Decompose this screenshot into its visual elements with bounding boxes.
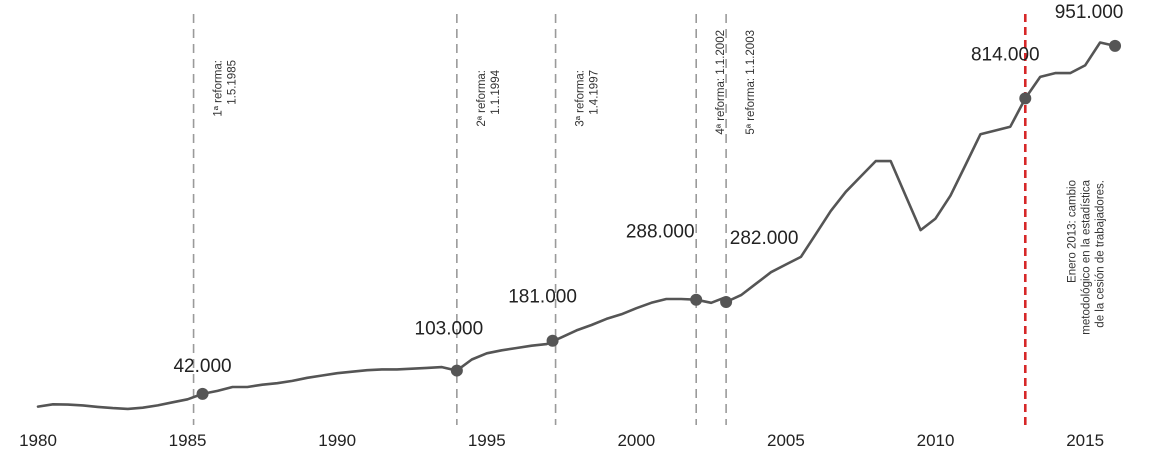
marker-point-5: [720, 296, 733, 309]
marker-label-1: 42.000: [173, 356, 231, 377]
marker-label-7: 951.000: [1055, 2, 1124, 23]
reform-label-6-line-2: metodológico en la estadística: [1080, 179, 1092, 334]
reform-label-1-line-2: 1.5.1985: [227, 60, 239, 105]
marker-label-3: 181.000: [508, 287, 577, 308]
x-tick-label-7: 2010: [917, 431, 955, 450]
marker-label-4: 288.000: [626, 222, 695, 243]
x-tick-label-5: 2000: [617, 431, 655, 450]
x-axis: 1980 1985 1990 1995 2000 2005 2010 2015: [19, 431, 1104, 450]
x-tick-label-1: 1980: [19, 431, 57, 450]
reform-lines: 1ª reforma: 1.5.1985 2ª reforma: 1.1.1994 3ª…: [192, 14, 1106, 425]
x-tick-label-8: 2015: [1066, 431, 1104, 450]
reform-label-4-line-1: 4ª reforma: 1.1.2002: [715, 30, 727, 135]
marker-point-6: [1019, 92, 1032, 105]
x-tick-label-3: 1990: [318, 431, 356, 450]
series: [36, 41, 1117, 411]
marker-point-4: [690, 293, 703, 306]
series-line-1: [36, 41, 1117, 411]
reform-label-1-line-1: 1ª reforma:: [213, 60, 225, 117]
markers: 42.000 103.000 181.000 288.000 282.000 814.00…: [173, 2, 1123, 400]
marker-point-3: [546, 334, 559, 347]
marker-point-2: [450, 364, 463, 377]
marker-point-1: [196, 387, 209, 400]
x-tick-label-6: 2005: [767, 431, 805, 450]
reform-label-3-line-1: 3ª reforma:: [575, 70, 587, 127]
x-tick-label-4: 1995: [468, 431, 506, 450]
reform-label-5-line-1: 5ª reforma: 1.1.2003: [745, 30, 757, 135]
marker-label-6: 814.000: [971, 44, 1040, 65]
reform-label-3-line-2: 1.4.1997: [589, 70, 601, 115]
reform-label-2-line-2: 1.1.1994: [490, 69, 502, 114]
reform-label-6-line-1: Enero 2013: cambio: [1066, 180, 1078, 283]
marker-label-5: 282.000: [730, 228, 799, 249]
reform-label-2-line-1: 2ª reforma:: [476, 70, 488, 127]
marker-label-2: 103.000: [415, 319, 484, 340]
reform-label-6-line-3: de la cesión de trabajadores.: [1094, 180, 1106, 328]
marker-point-7: [1109, 39, 1122, 52]
x-tick-label-2: 1985: [169, 431, 207, 450]
